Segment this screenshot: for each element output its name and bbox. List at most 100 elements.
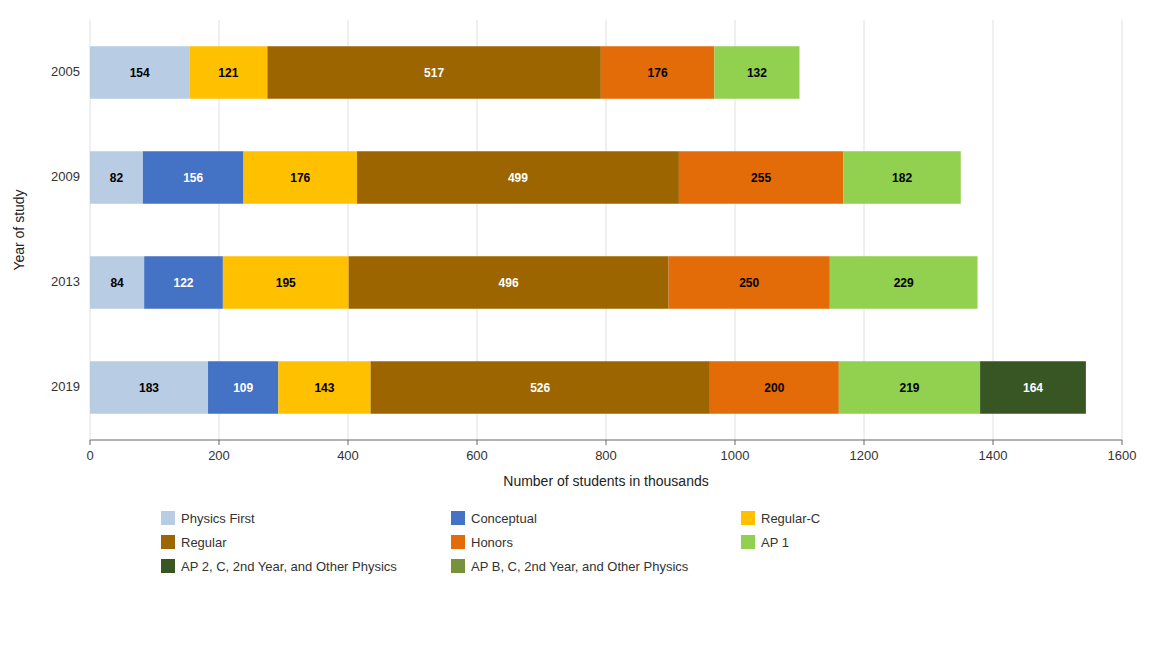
x-axis-line	[90, 440, 1122, 441]
data-label: 82	[110, 171, 124, 185]
data-label: 219	[899, 381, 919, 395]
bars	[90, 46, 1086, 414]
tick-mark	[606, 440, 607, 445]
bar-segment	[244, 151, 358, 204]
data-label: 496	[499, 276, 519, 290]
bar-segment	[90, 256, 144, 309]
data-label: 164	[1023, 381, 1043, 395]
bar-segment	[977, 256, 978, 309]
bar-segment	[714, 46, 799, 99]
data-label: 143	[314, 381, 334, 395]
tick-label: 1600	[1108, 448, 1137, 463]
data-label: 195	[276, 276, 296, 290]
chart: 0 200 400 600 800 1000 1200 1400 1600 2005 2009 201…	[0, 0, 1152, 648]
data-label: 499	[508, 171, 528, 185]
bar-segment	[357, 151, 679, 204]
tick-label: 400	[337, 448, 359, 463]
bar-segment	[830, 256, 978, 309]
tick-label: 1200	[850, 448, 879, 463]
data-label: 200	[764, 381, 784, 395]
bar-segment	[371, 361, 710, 414]
bar-segment	[278, 361, 370, 414]
bar-segment	[144, 256, 223, 309]
tick-mark	[477, 440, 478, 445]
data-label: 176	[648, 66, 668, 80]
category-label: 2013	[51, 274, 80, 289]
bar-segment	[349, 256, 669, 309]
bar-segment	[90, 361, 208, 414]
bar-segment	[208, 361, 278, 414]
legend-swatch	[741, 511, 755, 525]
tick-label: 600	[466, 448, 488, 463]
tick-label: 1000	[721, 448, 750, 463]
legend-label: AP B, C, 2nd Year, and Other Physics	[471, 559, 689, 574]
bar-segment	[223, 256, 349, 309]
data-label: 250	[739, 276, 759, 290]
legend-swatch	[161, 559, 175, 573]
tick-mark	[348, 440, 349, 445]
legend-label: AP 1	[761, 535, 789, 550]
bar-segment	[90, 151, 143, 204]
data-label: 176	[290, 171, 310, 185]
data-label: 229	[894, 276, 914, 290]
legend-swatch	[451, 535, 465, 549]
data-label: 84	[110, 276, 124, 290]
tick-mark	[219, 440, 220, 445]
legend-label: Honors	[471, 535, 513, 550]
tick-mark	[1122, 440, 1123, 445]
legend-swatch	[161, 535, 175, 549]
tick-label: 0	[86, 448, 93, 463]
tick-mark	[90, 440, 91, 445]
data-label: 154	[130, 66, 150, 80]
data-label: 517	[424, 66, 444, 80]
data-label: 122	[174, 276, 194, 290]
legend: Physics First Conceptual Regular-C Regular H…	[161, 511, 820, 574]
bar-segment	[839, 361, 980, 414]
bar-segment	[189, 46, 267, 99]
legend-swatch	[451, 559, 465, 573]
data-label: 132	[747, 66, 767, 80]
tick-label: 1400	[979, 448, 1008, 463]
bar-segment	[267, 46, 600, 99]
bar-segment	[710, 361, 839, 414]
tick-label: 200	[208, 448, 230, 463]
legend-swatch	[741, 535, 755, 549]
legend-label: Physics First	[181, 511, 255, 526]
bar-segment	[960, 151, 961, 204]
bar-segment	[960, 151, 961, 204]
x-axis-title: Number of students in thousands	[503, 473, 708, 489]
bar-segment	[799, 46, 800, 99]
bar-segment	[143, 151, 244, 204]
category-label: 2005	[51, 64, 80, 79]
bar-segment	[1085, 361, 1086, 414]
category-label: 2009	[51, 169, 80, 184]
data-labels: 1548284183156122109121176195143517499496…	[110, 66, 1044, 395]
legend-label: Regular-C	[761, 511, 820, 526]
tick-label: 800	[595, 448, 617, 463]
bar-segment	[679, 151, 843, 204]
data-label: 255	[751, 171, 771, 185]
bar-segment	[669, 256, 830, 309]
tick-mark	[993, 440, 994, 445]
data-label: 526	[530, 381, 550, 395]
legend-swatch	[161, 511, 175, 525]
legend-label: Regular	[181, 535, 227, 550]
legend-label: Conceptual	[471, 511, 537, 526]
data-label: 156	[183, 171, 203, 185]
tick-mark	[864, 440, 865, 445]
data-label: 183	[139, 381, 159, 395]
bar-segment	[843, 151, 960, 204]
grid	[90, 20, 1122, 440]
tick-mark	[735, 440, 736, 445]
legend-label: AP 2, C, 2nd Year, and Other Physics	[181, 559, 397, 574]
bar-segment	[980, 361, 1086, 414]
grid-line	[1122, 20, 1123, 440]
data-label: 182	[892, 171, 912, 185]
bar-segment	[799, 46, 800, 99]
bar-segment	[601, 46, 715, 99]
x-ticks: 0 200 400 600 800 1000 1200 1400 1600	[86, 440, 1136, 463]
y-axis-title: Year of study	[11, 189, 27, 270]
legend-swatch	[451, 511, 465, 525]
bar-segment	[90, 46, 189, 99]
category-label: 2019	[51, 379, 80, 394]
